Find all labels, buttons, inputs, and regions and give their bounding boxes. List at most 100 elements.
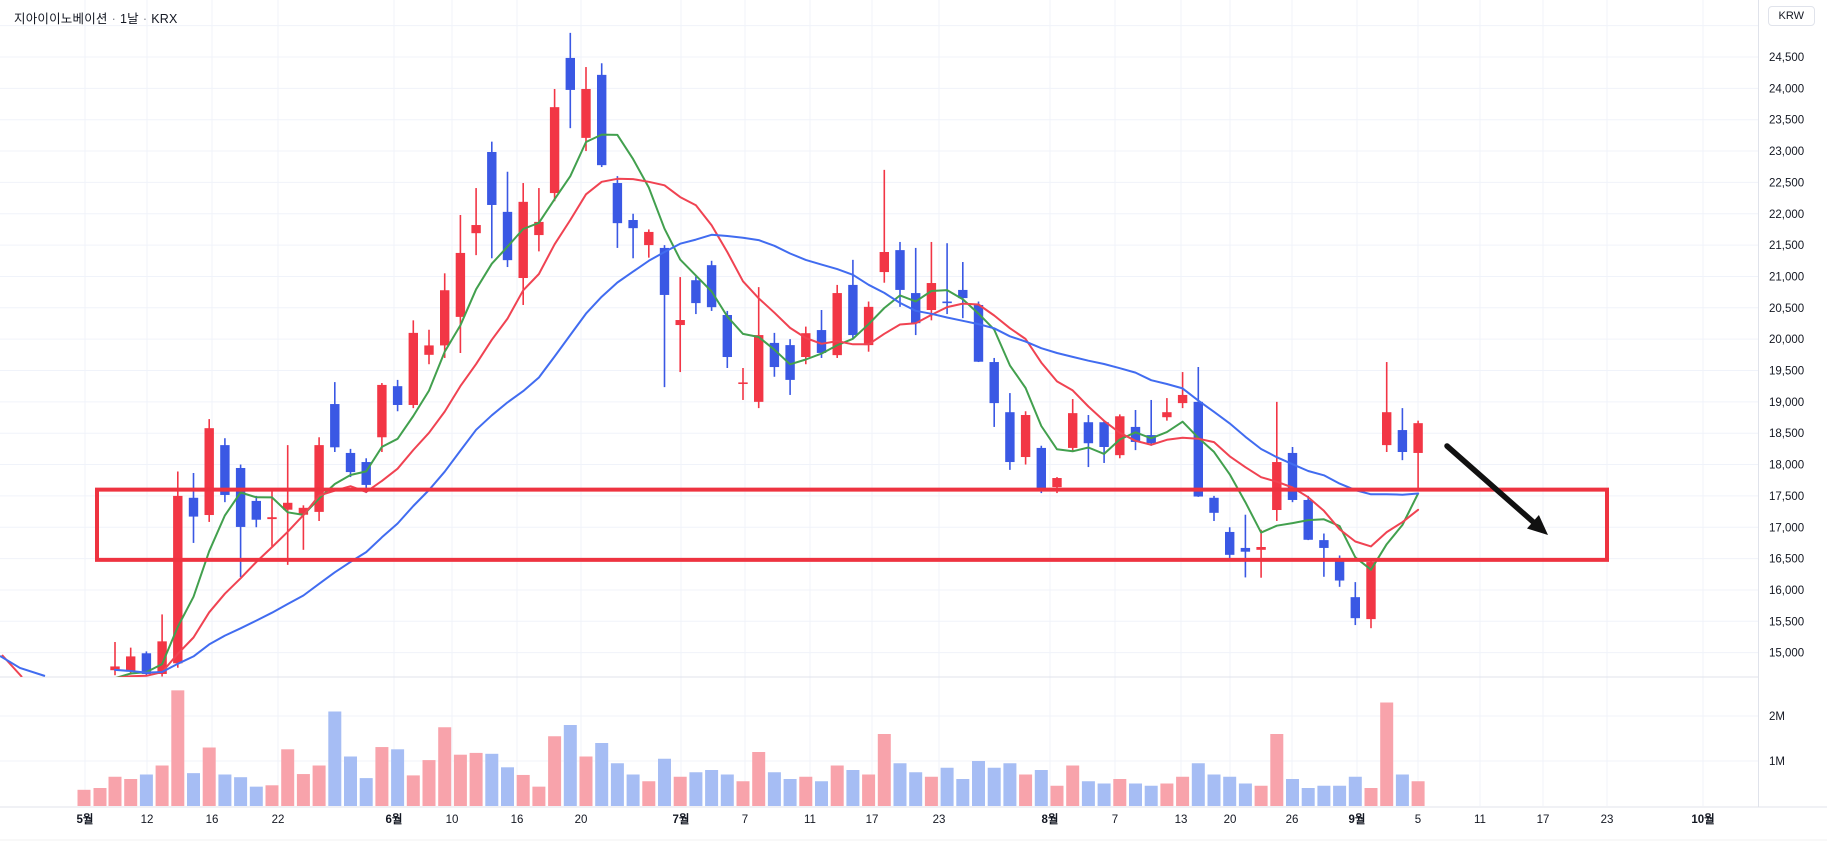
price-tick-label: 17,000 [1769,522,1804,534]
volume-bar [187,773,200,806]
volume-bar [815,781,828,806]
volume-bar [375,747,389,806]
ma-10-line [116,177,1420,677]
volume-tick-label: 2M [1769,711,1785,723]
candle-body [126,656,136,672]
price-tick-label: 24,000 [1769,83,1804,95]
volume-bar [846,770,860,806]
candle-body [157,641,167,674]
candlestick-series [110,32,1423,677]
volume-bar [972,761,985,806]
volume-bar [1034,770,1048,806]
candle-body [1083,422,1094,444]
candle-body [691,280,701,304]
time-tick-label: 20 [1224,814,1237,826]
candle-body [675,320,685,326]
volume-bar [124,779,138,806]
volume-bar [1286,779,1299,806]
volume-bar [924,776,938,806]
candle-body [204,428,214,516]
price-tick-label: 22,500 [1769,177,1804,189]
ma-left-stub-blue [0,655,46,677]
volume-bar [1333,785,1347,806]
volume-bar [1160,783,1174,806]
down-arrow-line [1444,443,1539,528]
candle-body [1225,531,1235,555]
volume-bar [1301,788,1315,806]
price-tick-label: 16,500 [1769,554,1804,566]
time-axis[interactable]: 5월 12 16 22 6월 10 16 20 7월 7 11 17 23 8월 7 13 20 26 9월 5 11 1… [77,812,1715,826]
time-tick-label: 7 [742,814,748,826]
volume-bar [1411,781,1425,806]
candle-body [1397,430,1408,453]
volume-bar [1129,783,1142,806]
volume-bar [312,765,326,806]
volume-bar [563,725,577,806]
candle-body [141,653,152,674]
candle-body [1319,540,1329,548]
time-tick-label: 10월 [1691,812,1714,826]
volume-bar [1003,763,1017,806]
candle-body [1240,547,1251,552]
volume-bar [453,754,467,806]
volume-bar [862,774,876,806]
candle-body [863,306,874,346]
candle-body [769,342,780,368]
ma-5-line [115,133,1420,677]
candle-body [392,386,403,405]
candle-body [1209,497,1219,513]
volume-bar [799,776,813,806]
price-tick-label: 17,500 [1769,491,1804,503]
candle-body [173,495,183,664]
price-tick-label: 15,500 [1769,616,1804,628]
moving-average-lines [0,133,1420,677]
candle-body [1115,416,1125,456]
volume-bar [501,767,514,806]
volume-bar [877,734,891,806]
time-tick-label: 6월 [386,812,403,826]
price-tick-label: 23,500 [1769,115,1804,127]
currency-unit-button[interactable]: KRW [1767,6,1815,26]
candle-body [785,345,795,380]
volume-bar [1019,774,1033,806]
volume-bar [218,774,232,806]
interval-label: 1날 [119,12,139,26]
candle-body [565,57,575,90]
candle-body [1382,412,1392,446]
volume-bar [1097,783,1111,806]
volume-bar [1254,785,1268,806]
candle-body [1099,422,1109,447]
candle-body [408,332,418,405]
symbol-title[interactable]: 지아이이노베이션 · 1날 · KRX [14,8,178,27]
annotations[interactable] [95,443,1609,562]
candle-body [597,74,607,166]
candle-body [1350,597,1360,619]
candle-body [518,201,528,279]
price-tick-label: 22,000 [1769,209,1804,221]
candle-body [1130,426,1141,442]
price-tick-label: 24,500 [1769,52,1804,64]
candle-body [958,289,968,299]
candle-body [267,517,277,520]
candle-body [440,290,450,346]
volume-bar [391,749,405,806]
volume-bar [422,760,436,806]
time-tick-label: 7월 [673,812,690,826]
price-axis[interactable]: 24,500 24,000 23,500 23,000 22,500 22,000 21,5… [1769,52,1804,768]
candle-body [251,500,261,520]
ma-20-line [114,233,1420,674]
volume-bar [1270,734,1284,806]
volume-tick-label: 1M [1769,756,1785,768]
price-tick-label: 20,000 [1769,334,1804,346]
volume-bar [1144,785,1158,806]
volume-bar [108,776,122,806]
volume-bar [155,765,169,806]
candle-body [1036,447,1046,489]
candle-body [754,335,764,402]
symbol-name: 지아이이노베이션 [14,12,108,26]
time-tick-label: 5 [1415,814,1421,826]
volume-bar [642,781,656,806]
time-tick-label: 11 [1474,814,1486,826]
